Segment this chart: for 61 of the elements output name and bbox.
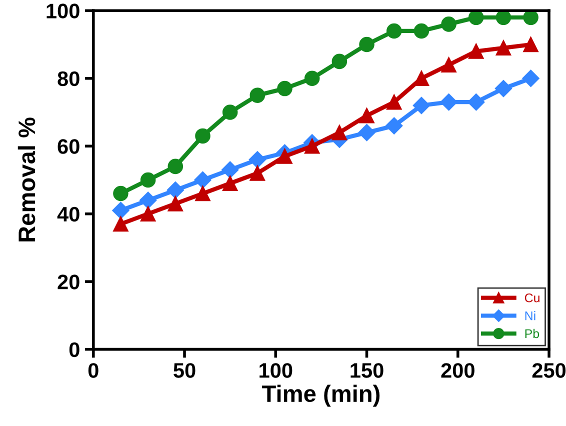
point — [332, 54, 348, 70]
point — [140, 172, 156, 188]
point — [386, 94, 402, 110]
point — [496, 40, 512, 56]
y-tick-label: 60 — [58, 139, 80, 154]
point — [304, 138, 320, 154]
point — [222, 161, 239, 178]
legend-label: Cu — [524, 293, 540, 302]
point — [359, 108, 374, 124]
point — [468, 44, 484, 59]
point — [523, 36, 538, 52]
point — [468, 94, 485, 111]
x-tick-label: 100 — [260, 363, 292, 378]
point — [194, 171, 212, 189]
point — [250, 88, 266, 103]
y-tick-label: 0 — [69, 342, 80, 358]
point — [523, 10, 538, 26]
point — [222, 104, 238, 120]
point — [113, 216, 128, 232]
legend-label: Ni — [525, 311, 536, 320]
point — [468, 10, 484, 26]
legend-label: Pb — [525, 328, 540, 338]
y-tick-label: 20 — [58, 274, 80, 290]
y-tick-label: 100 — [46, 4, 80, 18]
point — [248, 151, 266, 168]
point — [414, 23, 430, 39]
point — [140, 206, 156, 222]
point — [168, 158, 184, 174]
y-tick-label: 80 — [58, 71, 80, 86]
point — [195, 186, 210, 202]
point — [496, 10, 512, 26]
x-tick-label: 250 — [532, 363, 566, 378]
point — [494, 80, 512, 98]
point — [277, 148, 292, 164]
point — [386, 117, 403, 134]
x-tick-label: 200 — [441, 363, 474, 378]
x-tick-label: 0 — [88, 363, 98, 378]
point — [358, 124, 376, 142]
point — [359, 36, 374, 52]
point — [386, 23, 402, 39]
point — [113, 186, 128, 202]
point — [412, 96, 430, 114]
point — [112, 202, 130, 220]
point — [166, 182, 184, 199]
point — [250, 166, 266, 181]
point — [277, 80, 292, 96]
point — [441, 57, 456, 72]
point — [140, 192, 157, 209]
point — [522, 70, 540, 87]
point — [440, 94, 458, 111]
x-tick-label: 150 — [350, 363, 384, 378]
y-tick-label: 40 — [57, 206, 80, 222]
x-tick-label: 50 — [174, 363, 196, 378]
point — [222, 176, 238, 192]
x-axis-title: Time (min) — [262, 384, 380, 407]
point — [195, 128, 210, 144]
point — [168, 196, 184, 212]
point — [441, 16, 456, 32]
point — [304, 70, 320, 86]
point — [332, 124, 348, 140]
y-axis-title: Removal % — [18, 118, 36, 242]
